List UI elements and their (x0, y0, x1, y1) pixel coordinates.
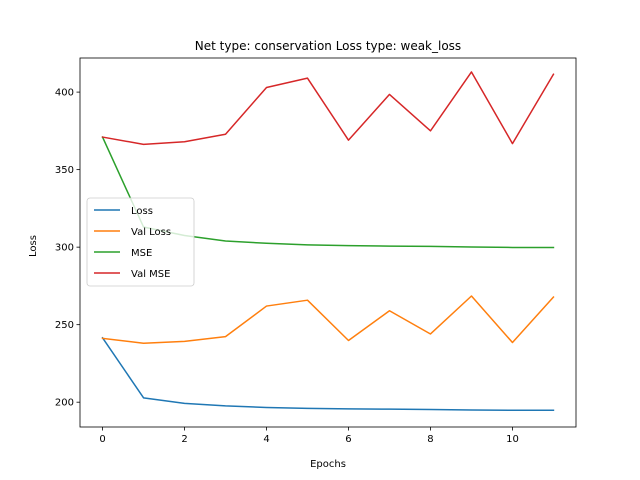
legend-label-val-mse: Val MSE (131, 269, 170, 280)
y-tick-label: 400 (55, 88, 74, 99)
x-tick-label: 8 (427, 434, 433, 445)
axes-frame (79, 57, 577, 428)
chart-title: Net type: conservation Loss type: weak_l… (195, 39, 461, 53)
x-tick-label: 4 (263, 434, 269, 445)
y-axis-label: Loss (28, 235, 39, 257)
y-tick-label: 350 (55, 165, 74, 176)
y-tick-label: 300 (55, 243, 74, 254)
series-line-val-mse (101, 71, 555, 146)
x-tick-label: 10 (506, 434, 519, 445)
legend-label-val-loss: Val Loss (131, 227, 171, 238)
legend-label-loss: Loss (131, 206, 153, 217)
plot-area: 0 2 4 6 8 10 200 250 300 350 400 Loss Val Loss MSE Val… (55, 57, 577, 445)
y-tick-label: 200 (55, 398, 74, 409)
y-tick-label: 250 (55, 320, 74, 331)
x-axis-label: Epochs (310, 459, 346, 470)
series-line-loss (101, 336, 555, 412)
series-line-val-loss (101, 295, 555, 345)
x-tick-label: 0 (99, 434, 105, 445)
x-tick-label: 6 (345, 434, 351, 445)
legend-box (86, 197, 195, 287)
legend-label-mse: MSE (131, 248, 152, 259)
x-tick-label: 2 (181, 434, 187, 445)
